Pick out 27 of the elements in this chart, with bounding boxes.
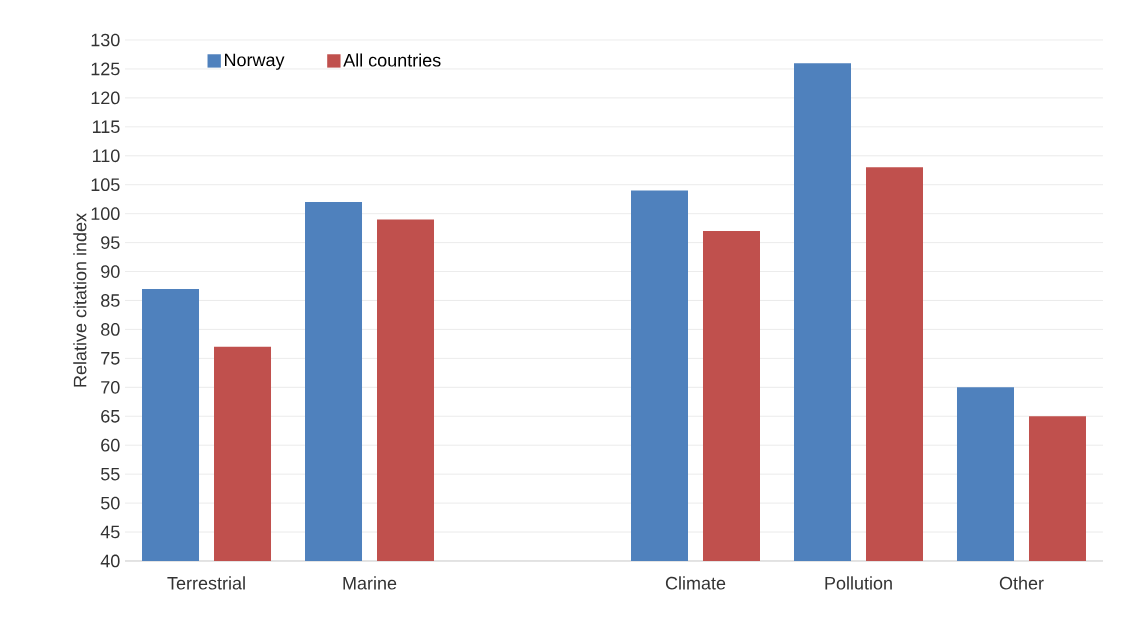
y-tick-label: 90 xyxy=(101,265,120,278)
y-tick-label: 45 xyxy=(100,525,120,539)
y-tick-label: 125 xyxy=(91,62,120,76)
y-tick-label: 50 xyxy=(100,496,120,510)
y-tick-label: 110 xyxy=(92,149,120,163)
y-tick-label: 40 xyxy=(100,554,120,568)
x-tick-label: Marine xyxy=(343,576,397,590)
y-tick-label: 65 xyxy=(101,409,120,423)
x-tick-label: Other xyxy=(999,576,1044,590)
y-tick-label: 70 xyxy=(101,380,120,394)
y-tick-label: 95 xyxy=(101,236,120,249)
x-tick-label: Climate xyxy=(665,576,726,590)
y-tick-label: 115 xyxy=(92,120,120,134)
legend-label: All countries xyxy=(343,53,441,67)
y-tick-label: 130 xyxy=(91,33,120,47)
x-tick-label: Pollution xyxy=(825,576,892,590)
y-tick-label: 120 xyxy=(91,91,120,105)
y-tick-label: 75 xyxy=(101,352,120,365)
y-tick-label: 105 xyxy=(91,178,120,192)
y-tick-label: 60 xyxy=(101,438,120,452)
y-axis-title: Relative citation index xyxy=(73,213,87,387)
legend-label: Norway xyxy=(225,53,285,70)
y-tick-label: 100 xyxy=(91,207,120,221)
y-tick-label: 85 xyxy=(101,294,120,307)
x-tick-label: Terrestrial xyxy=(167,576,245,590)
y-tick-label: 80 xyxy=(101,323,120,336)
y-tick-label: 55 xyxy=(100,467,120,481)
